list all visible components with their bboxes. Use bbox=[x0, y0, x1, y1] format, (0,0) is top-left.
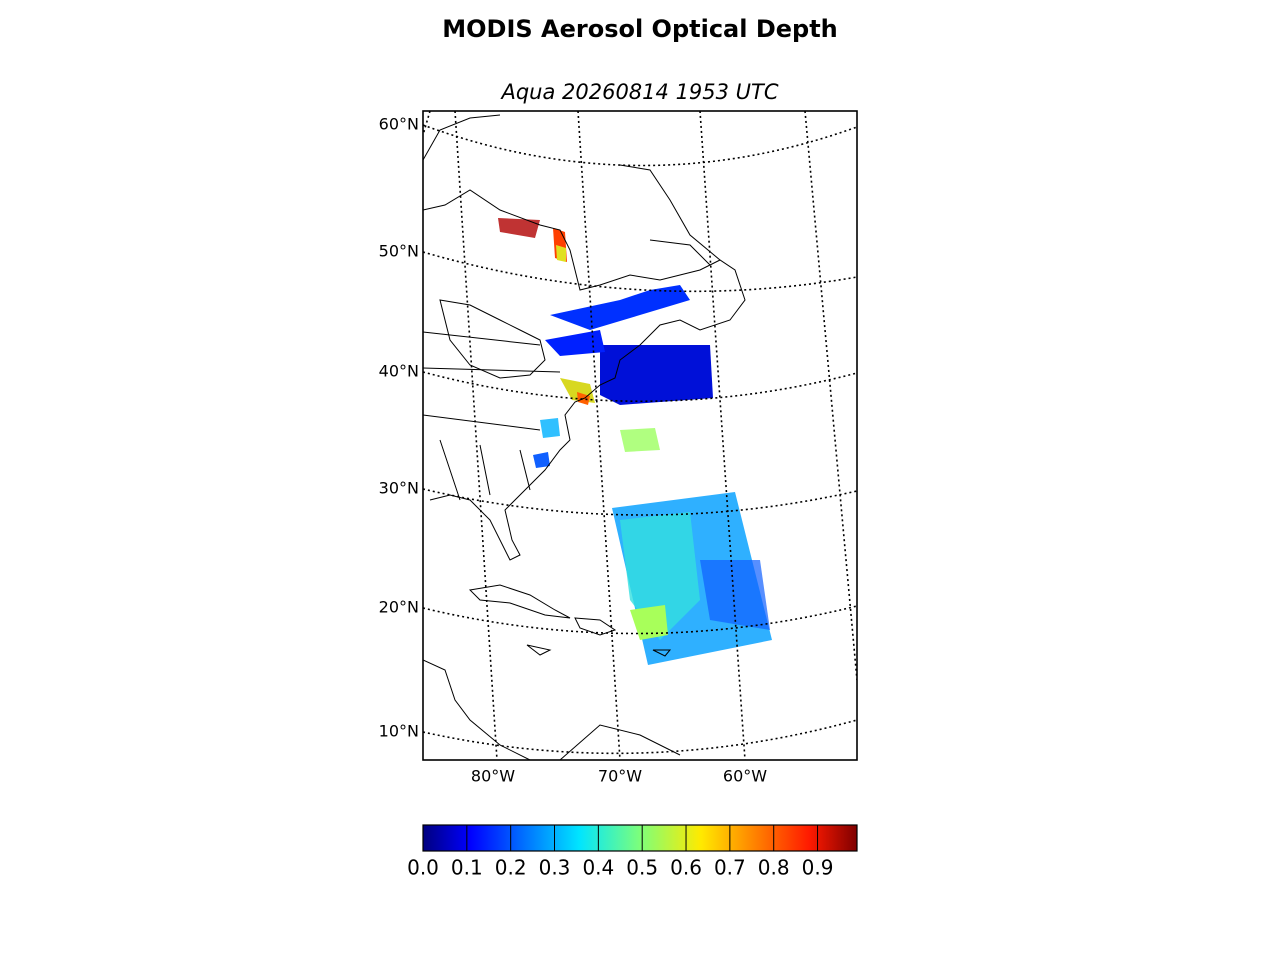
colorbar-tick-label: 0.3 bbox=[539, 856, 571, 880]
colorbar-tick-label: 0.2 bbox=[495, 856, 527, 880]
lat-label: 10°N bbox=[379, 722, 419, 741]
graticule bbox=[423, 111, 857, 760]
lat-label: 20°N bbox=[379, 598, 419, 617]
colorbar-tick-label: 0.5 bbox=[626, 856, 658, 880]
lat-label: 60°N bbox=[379, 115, 419, 134]
subtitle: Aqua 20260814 1953 UTC bbox=[499, 80, 778, 104]
aerosol-swath bbox=[498, 218, 772, 665]
title: MODIS Aerosol Optical Depth bbox=[442, 15, 838, 43]
colorbar-tick-label: 0.4 bbox=[582, 856, 614, 880]
lat-label: 30°N bbox=[379, 479, 419, 498]
colorbar-tick-label: 0.6 bbox=[670, 856, 702, 880]
lat-label: 50°N bbox=[379, 242, 419, 261]
lat-label: 40°N bbox=[379, 362, 419, 381]
colorbar bbox=[422, 824, 858, 852]
colorbar-tick-label: 0.9 bbox=[802, 856, 834, 880]
colorbar-tick-label: 0.1 bbox=[451, 856, 483, 880]
colorbar-tick-label: 0.8 bbox=[758, 856, 790, 880]
colorbar-tick-label: 0.7 bbox=[714, 856, 746, 880]
map-frame bbox=[422, 110, 858, 761]
map-body bbox=[423, 111, 857, 760]
lon-label: 80°W bbox=[471, 767, 515, 786]
lon-label: 70°W bbox=[598, 767, 642, 786]
lon-label: 60°W bbox=[723, 767, 767, 786]
coastlines bbox=[423, 114, 746, 760]
colorbar-tick-label: 0.0 bbox=[407, 856, 439, 880]
